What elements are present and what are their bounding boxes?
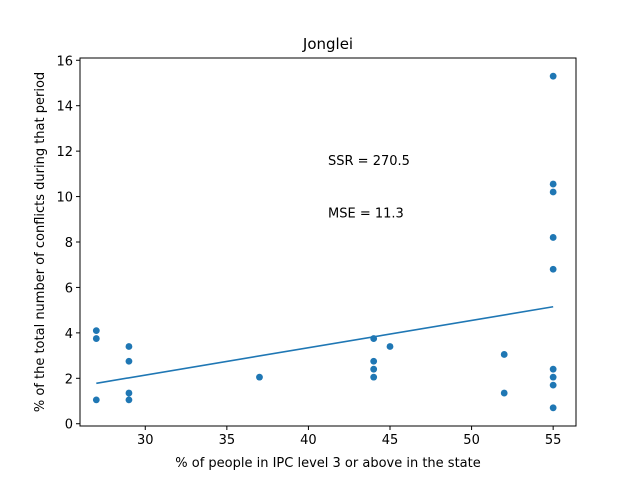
x-tick-label: 40 bbox=[300, 433, 317, 448]
regression-line-group bbox=[96, 305, 554, 385]
data-point bbox=[549, 365, 557, 373]
data-points bbox=[92, 72, 557, 412]
data-point bbox=[500, 389, 508, 397]
data-point bbox=[370, 365, 378, 373]
data-point bbox=[549, 234, 557, 241]
x-tick-label: 30 bbox=[137, 433, 154, 448]
data-point bbox=[256, 373, 263, 381]
x-tick-label: 55 bbox=[545, 433, 562, 448]
data-point bbox=[125, 396, 133, 404]
y-axis-ticks: 0 2 4 6 8 10 12 14 16 bbox=[56, 54, 80, 433]
annotations: SSR = 270.5 MSE = 11.3 bbox=[328, 154, 410, 221]
data-point bbox=[125, 357, 133, 365]
y-tick-label: 16 bbox=[56, 54, 73, 69]
data-point bbox=[549, 180, 557, 188]
data-point bbox=[549, 72, 557, 80]
data-point bbox=[549, 373, 557, 381]
data-point bbox=[92, 335, 100, 342]
y-tick-label: 14 bbox=[56, 100, 73, 115]
mse-annotation: MSE = 11.3 bbox=[328, 206, 404, 221]
y-tick-label: 4 bbox=[65, 327, 73, 342]
data-point bbox=[549, 265, 557, 273]
data-point bbox=[549, 381, 557, 389]
y-tick-label: 0 bbox=[65, 418, 73, 433]
data-point bbox=[549, 404, 557, 412]
data-point bbox=[500, 351, 508, 358]
data-point bbox=[370, 357, 378, 365]
axes-frame bbox=[79, 57, 577, 427]
chart-title: Jonglei bbox=[302, 35, 353, 53]
data-point bbox=[386, 343, 394, 350]
data-point bbox=[125, 343, 133, 350]
y-tick-label: 2 bbox=[65, 372, 73, 387]
x-tick-label: 35 bbox=[219, 433, 236, 448]
y-tick-label: 10 bbox=[56, 191, 73, 206]
x-tick-label: 50 bbox=[463, 433, 480, 448]
y-tick-label: 6 bbox=[65, 281, 73, 296]
x-tick-label: 45 bbox=[382, 433, 399, 448]
data-point bbox=[549, 188, 557, 196]
y-tick-label: 12 bbox=[56, 145, 73, 160]
regression-line bbox=[96, 305, 554, 385]
y-axis-label: % of the total number of conflicts durin… bbox=[33, 72, 48, 412]
ssr-annotation: SSR = 270.5 bbox=[328, 154, 410, 169]
y-tick-label: 8 bbox=[65, 236, 73, 251]
data-point bbox=[92, 327, 100, 334]
data-point bbox=[92, 396, 100, 404]
data-point bbox=[370, 373, 378, 381]
x-axis-ticks: 30 35 40 45 50 55 bbox=[137, 426, 561, 448]
x-axis-label: % of people in IPC level 3 or above in t… bbox=[175, 456, 480, 471]
data-point bbox=[125, 389, 133, 397]
